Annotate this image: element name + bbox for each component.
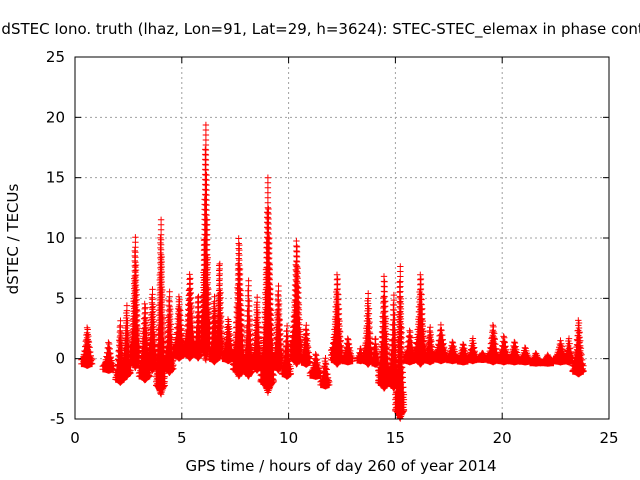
y-tick-label: 25 bbox=[46, 48, 65, 66]
satellite-arc bbox=[144, 286, 160, 374]
satellite-arc bbox=[411, 271, 429, 368]
arc-markers bbox=[385, 291, 401, 392]
satellite-arc bbox=[516, 344, 534, 366]
y-axis-label: dSTEC / TECUs bbox=[4, 183, 22, 294]
arc-markers bbox=[240, 277, 256, 380]
arc-markers bbox=[118, 302, 134, 380]
arc-markers bbox=[78, 324, 96, 369]
satellite-arc bbox=[443, 338, 461, 365]
arc-markers bbox=[338, 335, 356, 366]
arc-markers bbox=[153, 216, 168, 398]
y-tick-label: 5 bbox=[55, 289, 65, 307]
y-tick-label: 10 bbox=[46, 229, 65, 247]
satellite-arc bbox=[385, 291, 401, 392]
arc-markers bbox=[368, 335, 382, 368]
x-tick-label: 20 bbox=[493, 429, 512, 447]
satellite-arc bbox=[270, 282, 286, 374]
satellite-arc bbox=[118, 302, 134, 380]
arc-markers bbox=[279, 322, 294, 380]
arc-markers bbox=[560, 335, 576, 366]
x-axis-label: GPS time / hours of day 260 of year 2014 bbox=[186, 457, 497, 475]
arc-markers bbox=[298, 322, 314, 368]
satellite-arc bbox=[212, 260, 226, 361]
arc-markers bbox=[306, 351, 324, 380]
satellite-arc bbox=[400, 327, 418, 366]
arc-markers bbox=[161, 288, 177, 376]
arc-markers bbox=[229, 235, 247, 380]
arc-markers bbox=[127, 234, 143, 371]
data-marks bbox=[78, 121, 587, 422]
satellite-arc bbox=[180, 271, 198, 362]
satellite-arc bbox=[375, 273, 393, 392]
satellite-arc bbox=[99, 339, 117, 374]
x-tick-label: 25 bbox=[599, 429, 618, 447]
satellite-arc bbox=[338, 335, 356, 366]
satellite-arc bbox=[219, 316, 237, 365]
satellite-arc bbox=[422, 324, 437, 366]
satellite-arc bbox=[240, 277, 256, 380]
arc-markers bbox=[212, 260, 226, 361]
arc-markers bbox=[473, 349, 491, 363]
satellite-arc bbox=[249, 294, 264, 374]
arc-markers bbox=[180, 271, 198, 362]
x-tick-label: 0 bbox=[70, 429, 80, 447]
y-tick-label: 0 bbox=[55, 350, 65, 368]
arc-markers bbox=[516, 344, 534, 366]
arc-markers bbox=[270, 282, 286, 374]
satellite-arc bbox=[473, 349, 491, 363]
satellite-arc bbox=[197, 121, 213, 364]
y-tick-label: 15 bbox=[46, 169, 65, 187]
chart-title: dSTEC Iono. truth (lhaz, Lon=91, Lat=29,… bbox=[1, 20, 640, 39]
satellite-arc bbox=[279, 322, 294, 380]
satellite-arc bbox=[298, 322, 314, 368]
arc-markers bbox=[287, 237, 305, 368]
satellite-arc bbox=[153, 216, 168, 398]
satellite-arc bbox=[392, 263, 408, 422]
arc-markers bbox=[99, 339, 117, 374]
arc-markers bbox=[375, 273, 393, 392]
arc-markers bbox=[197, 121, 213, 364]
x-tick-label: 10 bbox=[279, 429, 298, 447]
satellite-arc bbox=[560, 335, 576, 366]
x-tick-label: 5 bbox=[177, 429, 187, 447]
satellite-arc bbox=[78, 324, 96, 369]
satellite-arc bbox=[328, 271, 346, 368]
arc-markers bbox=[484, 322, 502, 366]
arc-markers bbox=[257, 174, 277, 396]
arc-markers bbox=[317, 355, 333, 390]
arc-markers bbox=[411, 271, 429, 368]
arc-markers bbox=[328, 271, 346, 368]
satellite-arc bbox=[287, 237, 305, 368]
y-tick-label: 20 bbox=[46, 108, 65, 126]
arc-markers bbox=[219, 316, 237, 365]
satellite-arc bbox=[127, 234, 143, 371]
satellite-arc bbox=[368, 335, 382, 368]
arc-markers bbox=[443, 338, 461, 365]
satellite-arc bbox=[484, 322, 502, 366]
satellite-arc bbox=[317, 355, 333, 390]
axis-ticks: 0 5 10 15 20 25 -5 0 5 10 15 20 25 bbox=[46, 48, 619, 447]
arc-markers bbox=[422, 324, 437, 366]
arc-markers bbox=[400, 327, 418, 366]
arc-markers bbox=[392, 263, 408, 422]
x-tick-label: 15 bbox=[386, 429, 405, 447]
arc-markers bbox=[144, 286, 160, 374]
satellite-arc bbox=[257, 174, 277, 396]
satellite-arc bbox=[161, 288, 177, 376]
y-tick-label: -5 bbox=[50, 410, 65, 428]
arc-markers bbox=[569, 317, 587, 378]
satellite-arc bbox=[306, 351, 324, 380]
arc-markers bbox=[249, 294, 264, 374]
satellite-arc bbox=[569, 317, 587, 378]
satellite-arc bbox=[229, 235, 247, 380]
